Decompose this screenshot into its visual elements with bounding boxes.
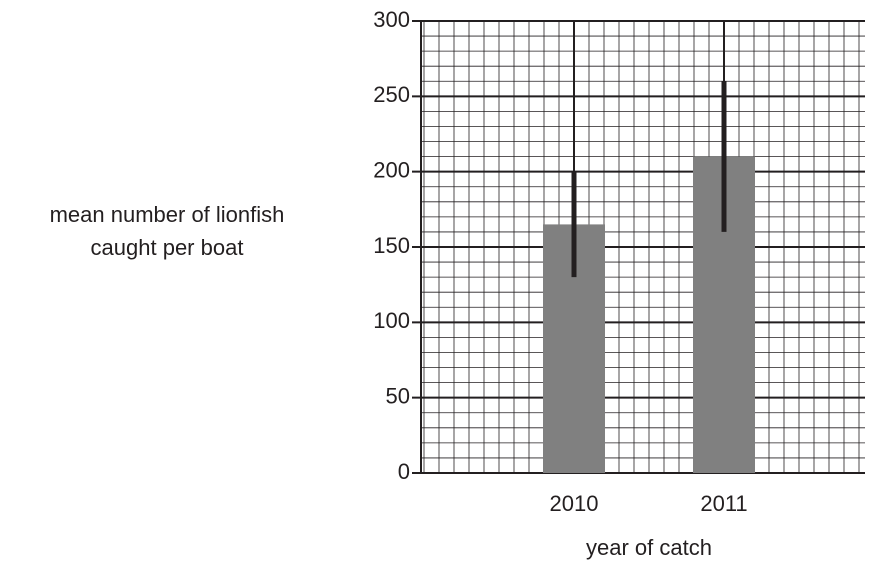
y-tick-label: 100 (373, 308, 410, 333)
y-tick-label: 0 (398, 459, 410, 484)
x-tick-label: 2011 (700, 491, 747, 516)
y-axis-label: mean number of lionfish caught per boat (49, 202, 285, 260)
y-tick-label: 50 (386, 383, 410, 408)
x-tick-label: 2010 (550, 491, 599, 516)
x-axis-label: year of catch (586, 535, 712, 560)
y-tick-label: 200 (373, 157, 410, 182)
y-tick-label: 150 (373, 233, 410, 258)
y-tick-label: 300 (373, 7, 410, 32)
y-tick-label: 250 (373, 82, 410, 107)
